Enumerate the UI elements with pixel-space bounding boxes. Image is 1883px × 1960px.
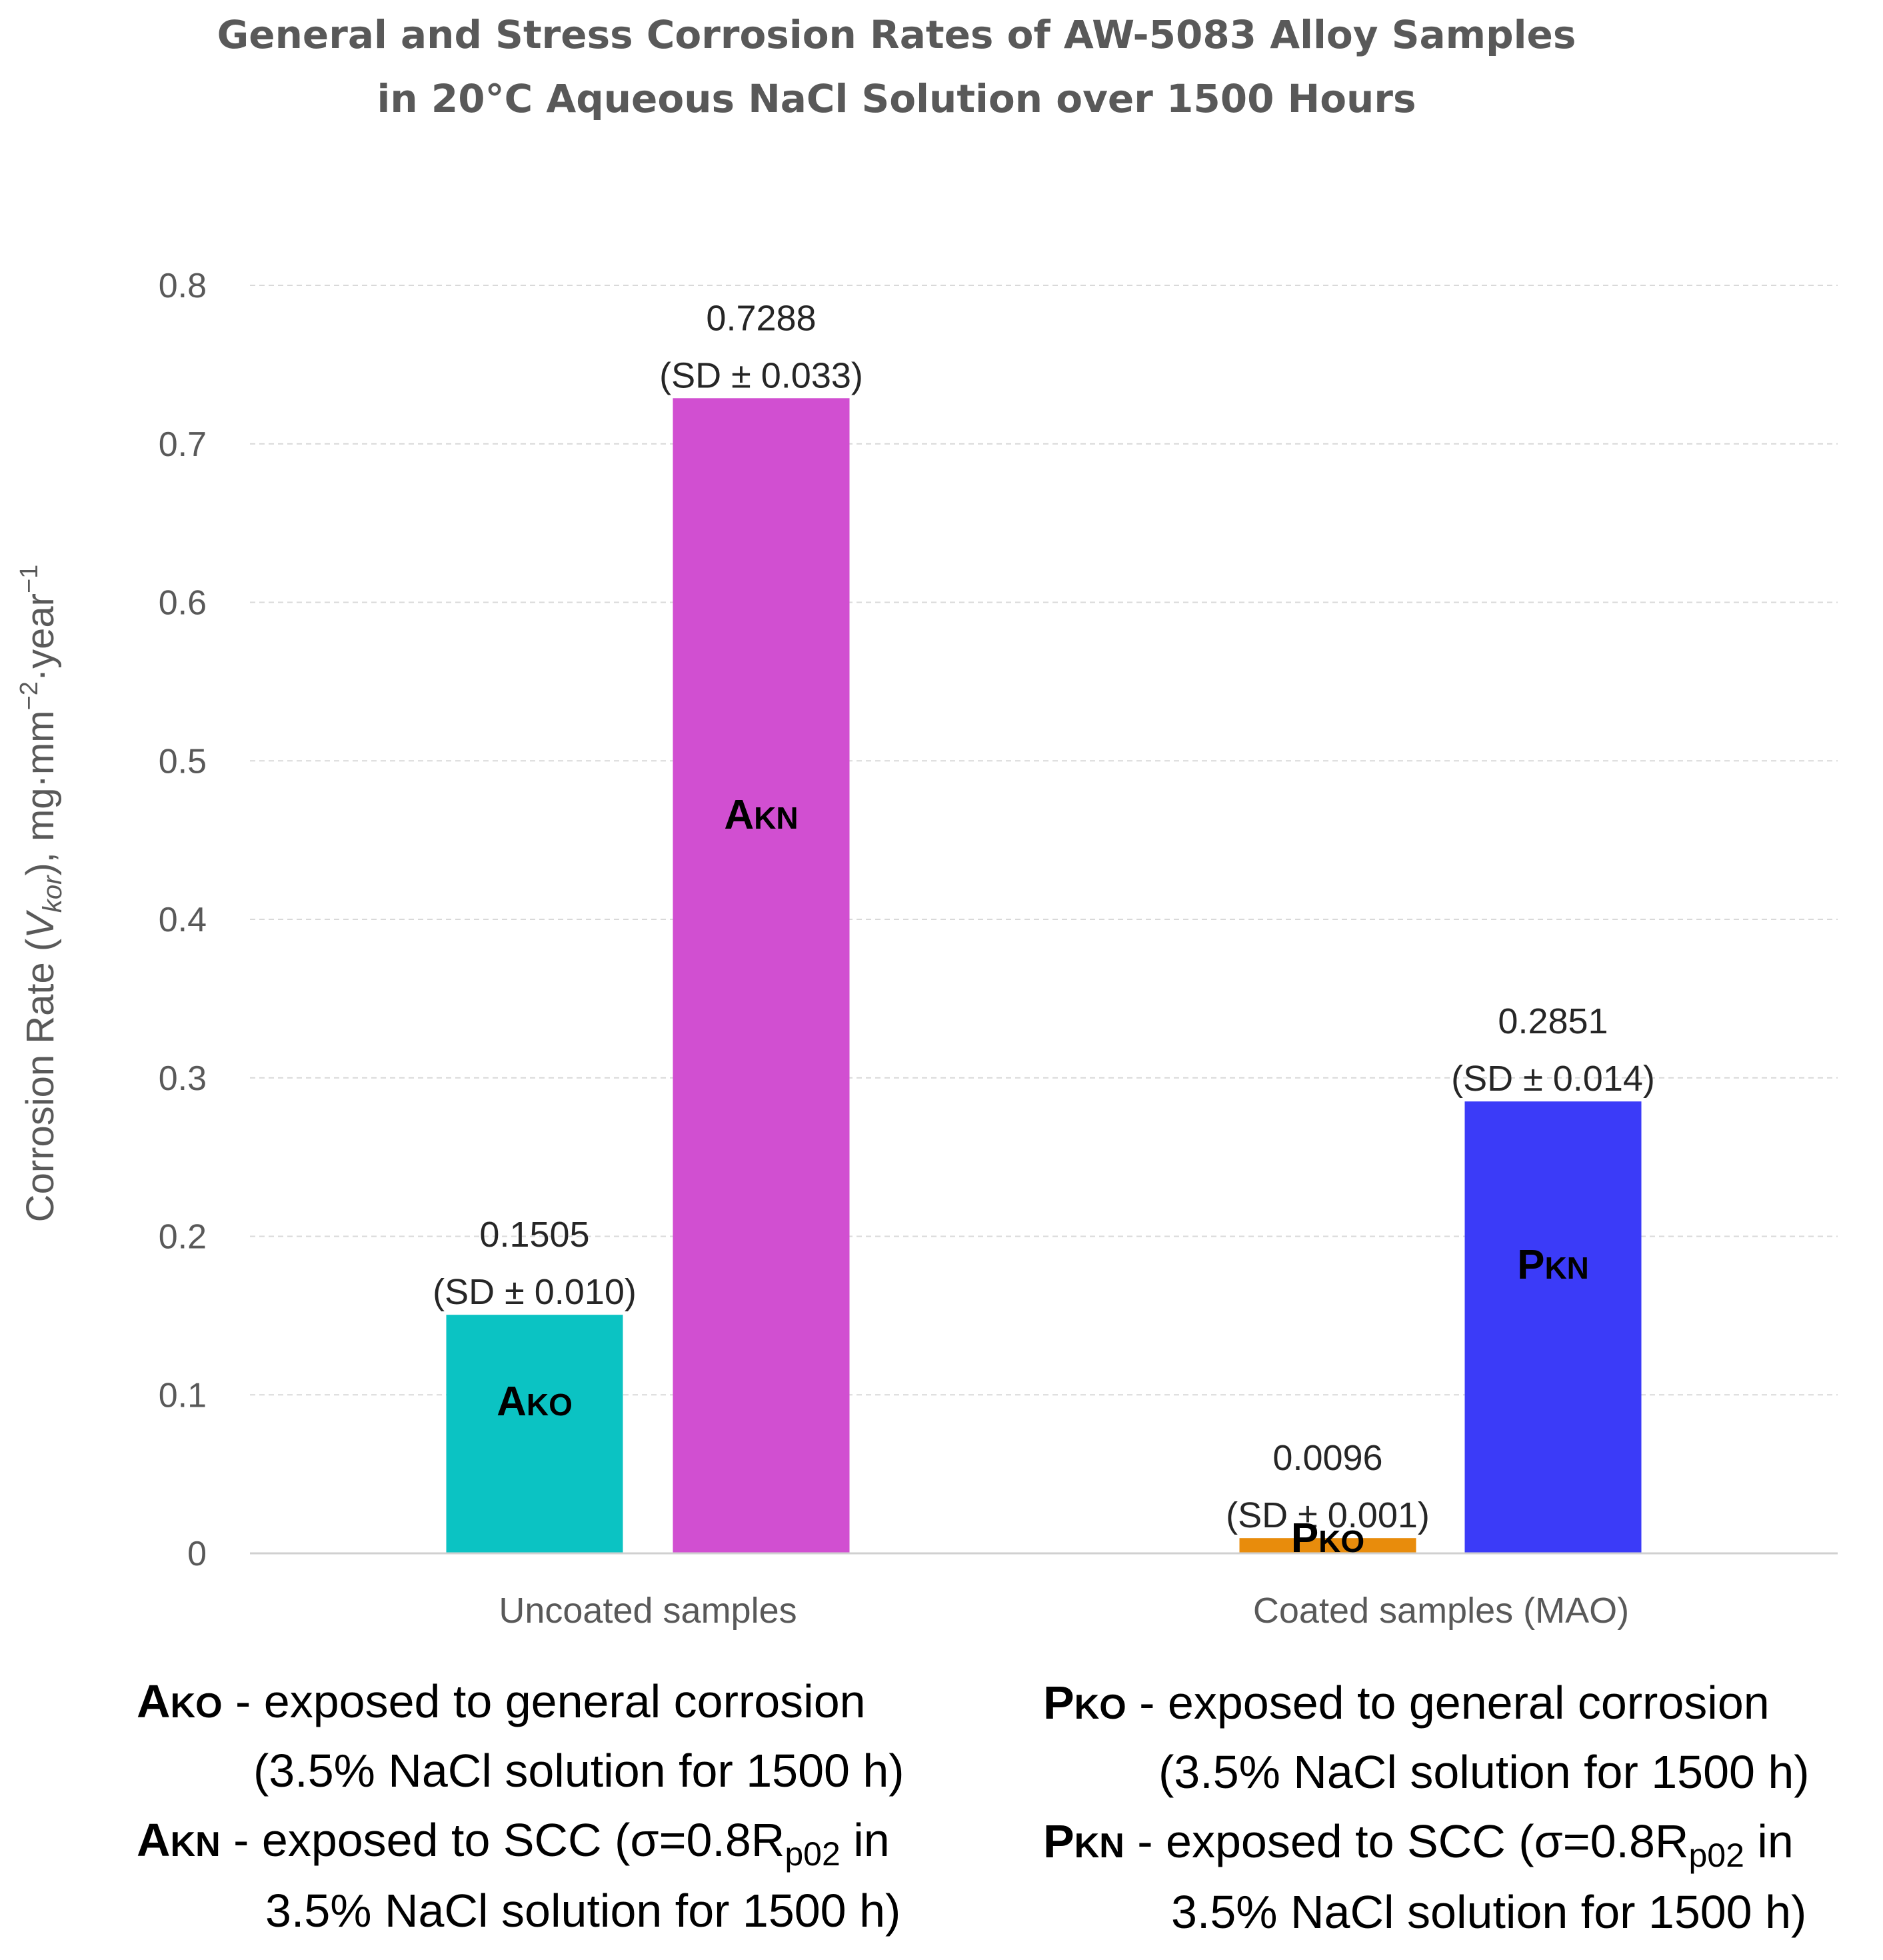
y-tick-label: 0.3 bbox=[159, 1059, 207, 1098]
sd-label-ako: (SD ± 0.010) bbox=[433, 1272, 637, 1312]
note-akn-code-sub: KN bbox=[171, 1825, 221, 1864]
y-tick-label: 0.8 bbox=[159, 267, 207, 305]
bar-ako bbox=[446, 1315, 623, 1553]
y-tick-label: 0.5 bbox=[159, 742, 207, 781]
y-axis-title-middle: ), mg·mm bbox=[19, 711, 62, 876]
value-label-akn: 0.7288 bbox=[706, 298, 816, 338]
bar-code-label-akn: AKN bbox=[724, 792, 798, 838]
y-axis-title-var: V bbox=[19, 909, 62, 939]
y-tick-label: 0 bbox=[187, 1535, 207, 1573]
note-akn-text-sub: p02 bbox=[785, 1835, 840, 1873]
y-axis-title-exp1: −2 bbox=[15, 681, 43, 710]
note-pkn-code-sub: KN bbox=[1074, 1827, 1124, 1865]
note-ako-dash: - bbox=[223, 1675, 264, 1727]
bar-code-main: A bbox=[497, 1379, 527, 1425]
note-akn-code: A bbox=[137, 1814, 171, 1866]
note-akn-line-2: 3.5% NaCl solution for 1500 h) bbox=[265, 1885, 901, 1937]
chart-title-line-1: General and Stress Corrosion Rates of AW… bbox=[217, 12, 1576, 57]
bars bbox=[446, 398, 1642, 1553]
y-tick-label: 0.6 bbox=[159, 584, 207, 623]
y-tick-label: 0.2 bbox=[159, 1218, 207, 1257]
bar-code-main: A bbox=[724, 792, 754, 838]
y-axis-title: Corrosion Rate (Vkor), mg·mm−2·year−1 bbox=[15, 565, 67, 1223]
bar-code-main: P bbox=[1517, 1242, 1544, 1288]
note-ako-text: exposed to general corrosion bbox=[264, 1675, 866, 1727]
note-pko-line-1: PKO - exposed to general corrosion bbox=[1043, 1677, 1770, 1729]
y-tick-label: 0.7 bbox=[159, 425, 207, 464]
value-label-pkn: 0.2851 bbox=[1498, 1001, 1608, 1041]
category-label-uncoated: Uncoated samples bbox=[499, 1591, 797, 1631]
note-akn-line-1: AKN - exposed to SCC (σ=0.8Rp02 in bbox=[137, 1814, 890, 1873]
note-ako-line-1: AKO - exposed to general corrosion bbox=[137, 1675, 866, 1727]
note-pko-text: exposed to general corrosion bbox=[1168, 1677, 1770, 1729]
bar-code-sub: KN bbox=[1544, 1251, 1588, 1285]
value-label-pko: 0.0096 bbox=[1272, 1438, 1382, 1478]
note-pkn-line-1: PKN - exposed to SCC (σ=0.8Rp02 in bbox=[1043, 1815, 1794, 1874]
bar-code-label-pkn: PKN bbox=[1517, 1242, 1589, 1288]
note-pkn-line-2: 3.5% NaCl solution for 1500 h) bbox=[1171, 1886, 1806, 1938]
bar-code-main: P bbox=[1291, 1515, 1318, 1561]
note-pkn-text-sub: p02 bbox=[1688, 1837, 1744, 1874]
y-axis-title-prefix: Corrosion Rate ( bbox=[19, 939, 62, 1222]
note-pkn-dash: - bbox=[1124, 1815, 1166, 1867]
note-pkn-text: exposed to SCC (σ=0.8R bbox=[1166, 1815, 1688, 1867]
bar-code-sub: KO bbox=[527, 1387, 573, 1422]
sd-label-pko: (SD ± 0.001) bbox=[1226, 1495, 1430, 1535]
note-akn-dash: - bbox=[221, 1814, 262, 1866]
y-axis-title-sep: ·year bbox=[19, 593, 62, 681]
note-akn-text: exposed to SCC (σ=0.8R bbox=[262, 1814, 785, 1866]
y-tick-label: 0.4 bbox=[159, 901, 207, 939]
bar-akn bbox=[673, 398, 850, 1553]
sd-label-pkn: (SD ± 0.014) bbox=[1451, 1059, 1655, 1099]
note-pko-code-sub: KO bbox=[1074, 1688, 1126, 1727]
y-axis-ticks: 0 0.1 0.2 0.3 0.4 0.5 0.6 0.7 0.8 bbox=[159, 267, 207, 1573]
bar-pkn bbox=[1464, 1101, 1642, 1553]
note-pkn-code: P bbox=[1043, 1815, 1074, 1867]
note-pko-dash: - bbox=[1126, 1677, 1168, 1729]
note-pkn-text-post: in bbox=[1744, 1815, 1794, 1867]
sd-label-akn: (SD ± 0.033) bbox=[659, 355, 863, 395]
legend-notes: AKO - exposed to general corrosion (3.5%… bbox=[137, 1675, 1810, 1938]
y-tick-label: 0.1 bbox=[159, 1376, 207, 1415]
y-axis-title-exp2: −1 bbox=[15, 565, 43, 593]
note-ako-line-2: (3.5% NaCl solution for 1500 h) bbox=[253, 1745, 905, 1797]
bar-pko bbox=[1239, 1538, 1416, 1553]
bar-code-label-ako: AKO bbox=[497, 1379, 573, 1425]
note-akn-text-post: in bbox=[841, 1814, 890, 1866]
gridlines bbox=[250, 285, 1838, 1396]
note-ako-code-sub: KO bbox=[171, 1687, 223, 1725]
bar-code-sub: KN bbox=[754, 801, 798, 835]
category-label-coated: Coated samples (MAO) bbox=[1253, 1591, 1629, 1631]
note-ako-code: A bbox=[137, 1675, 171, 1727]
note-pko-code: P bbox=[1043, 1677, 1074, 1729]
note-pko-line-2: (3.5% NaCl solution for 1500 h) bbox=[1158, 1746, 1810, 1798]
value-label-ako: 0.1505 bbox=[479, 1215, 589, 1255]
y-axis-title-var-sub: kor bbox=[38, 875, 67, 913]
chart-title-line-2: in 20°C Aqueous NaCl Solution over 1500 … bbox=[377, 76, 1416, 121]
